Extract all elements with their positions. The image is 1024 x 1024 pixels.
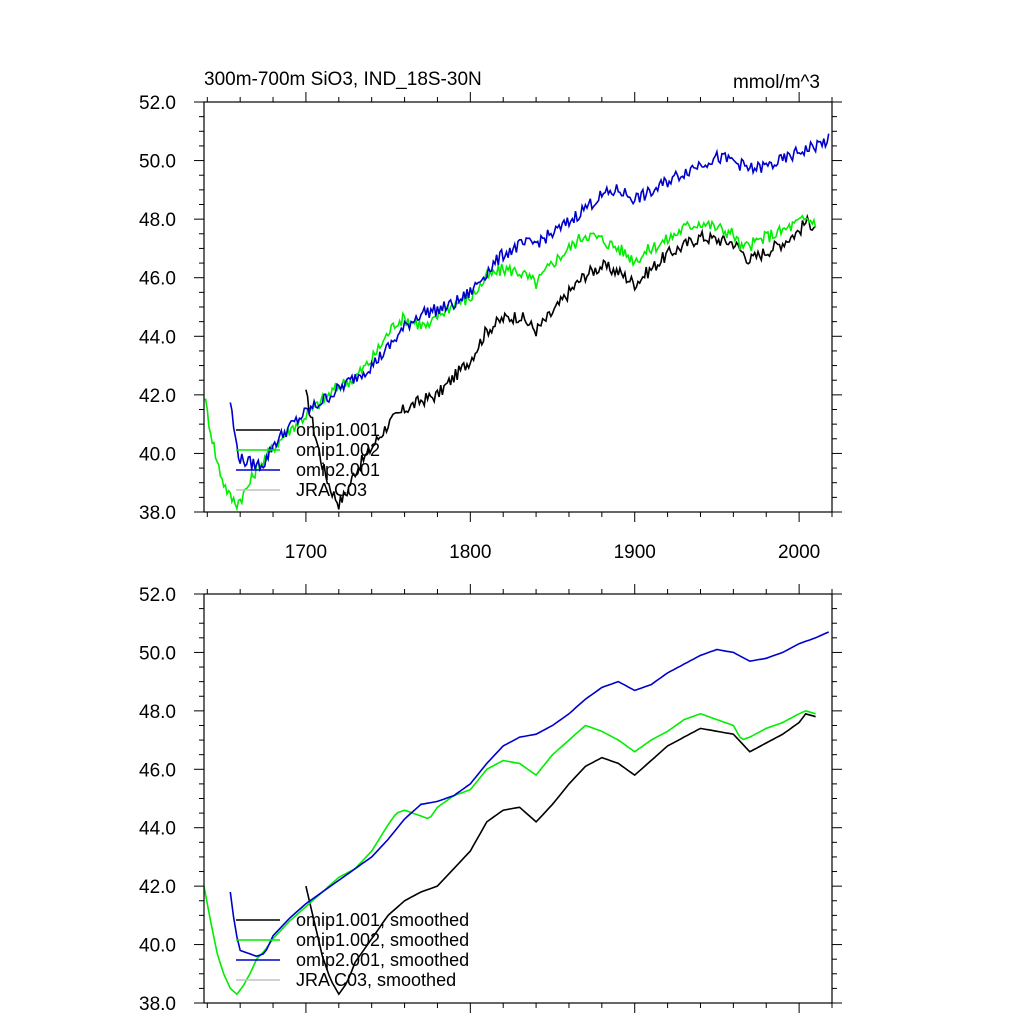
y-tick-label: 38.0 bbox=[139, 994, 176, 1015]
units-label: mmol/m^3 bbox=[733, 72, 820, 93]
series-line-1 bbox=[305, 712, 816, 996]
x-tick-label: 2000 bbox=[778, 542, 820, 563]
legend-label: omip1.001 bbox=[296, 420, 380, 440]
series-line-3 bbox=[229, 133, 830, 473]
bottom-panel: 38.0 40.0 42.0 44.0 46.0 48.0 50.0 52.0 omip1.00… bbox=[139, 584, 842, 1015]
legend-label: omip2.001 bbox=[296, 460, 380, 480]
x-tick-label: 1700 bbox=[285, 542, 327, 563]
y-tick-label: 42.0 bbox=[139, 386, 176, 407]
legend-label: omip2.001, smoothed bbox=[296, 950, 469, 970]
y-tick-label: 40.0 bbox=[139, 936, 176, 957]
y-tick-label: 46.0 bbox=[139, 760, 176, 781]
y-tick-label: 48.0 bbox=[139, 210, 176, 231]
plot-frame bbox=[203, 593, 833, 1004]
series-line-3 bbox=[229, 631, 830, 958]
y-tick-label: 46.0 bbox=[139, 269, 176, 290]
legend-label: omip1.001, smoothed bbox=[296, 910, 469, 930]
y-tick-label: 52.0 bbox=[139, 585, 176, 606]
legend-label: omip1.002 bbox=[296, 440, 380, 460]
x-tick-label: 1900 bbox=[614, 542, 656, 563]
legend-label: JRA C03, smoothed bbox=[296, 970, 456, 990]
plot-frame bbox=[203, 101, 833, 513]
y-tick-label: 40.0 bbox=[139, 444, 176, 465]
y-tick-label: 52.0 bbox=[139, 93, 176, 114]
series-line-2 bbox=[204, 214, 817, 512]
y-tick-label: 42.0 bbox=[139, 877, 176, 898]
x-tick-label: 1800 bbox=[449, 542, 491, 563]
legend-label: omip1.002, smoothed bbox=[296, 930, 469, 950]
y-tick-label: 38.0 bbox=[139, 503, 176, 524]
y-tick-label: 44.0 bbox=[139, 819, 176, 840]
y-tick-label: 48.0 bbox=[139, 702, 176, 723]
series-line-2 bbox=[204, 710, 816, 996]
legend-label: JRA C03 bbox=[296, 480, 367, 500]
y-tick-label: 50.0 bbox=[139, 152, 176, 173]
top-panel: 300m-700m SiO3, IND_18S-30N mmol/m^3 38.… bbox=[139, 69, 842, 563]
chart-title: 300m-700m SiO3, IND_18S-30N bbox=[204, 69, 482, 90]
y-tick-label: 50.0 bbox=[139, 643, 176, 664]
series-line-1 bbox=[305, 213, 817, 510]
y-tick-label: 44.0 bbox=[139, 327, 176, 348]
